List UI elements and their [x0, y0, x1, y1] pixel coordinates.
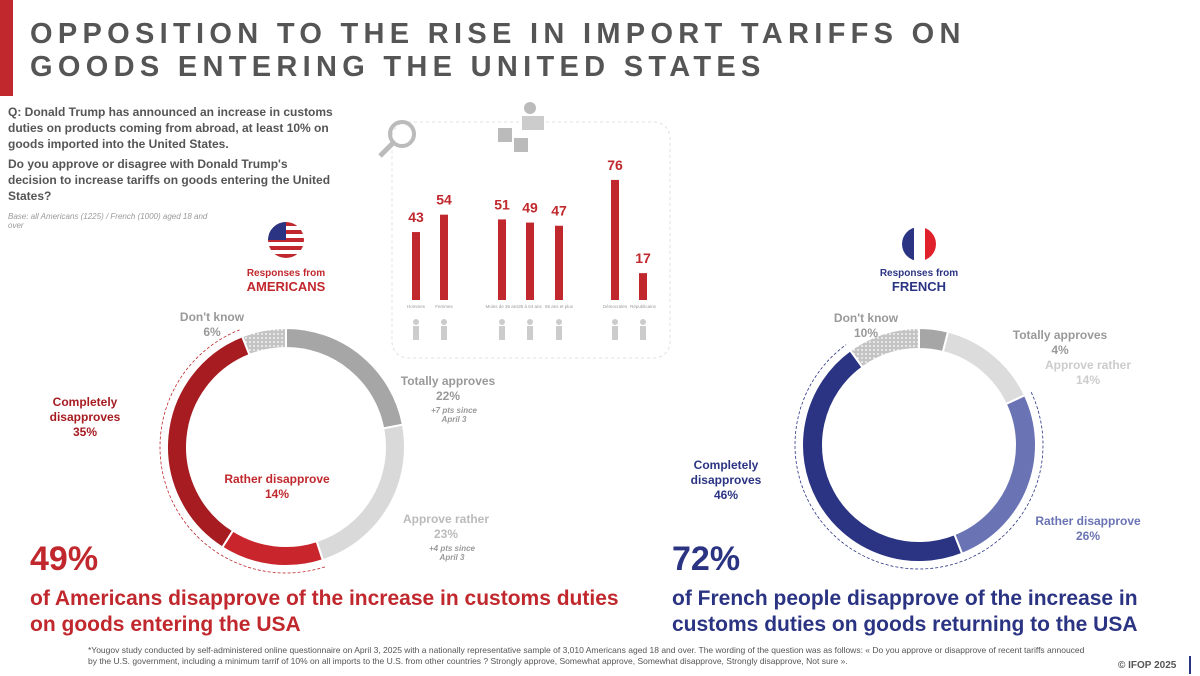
- person-icon: [527, 319, 533, 325]
- bar-value: 43: [408, 209, 424, 225]
- footnote: *Yougov study conducted by self-administ…: [88, 645, 1085, 666]
- bar-category: Hommes: [407, 304, 426, 309]
- slice-value: 35%: [72, 425, 98, 439]
- bar: [555, 225, 563, 300]
- accent-bar: [0, 0, 13, 96]
- magnifier-icon: [378, 120, 416, 158]
- responses-from: Responses from: [879, 268, 959, 279]
- person-icon: [612, 326, 618, 340]
- bar: [440, 214, 448, 300]
- slice-value: 22%: [435, 389, 461, 403]
- slice-value: 26%: [1075, 529, 1101, 543]
- slice-value: 14%: [1075, 373, 1101, 387]
- us-flag: [268, 222, 304, 258]
- bar-category: 35 à 64 ans: [518, 304, 542, 309]
- headline-figure: 72%: [672, 540, 741, 578]
- fr-flag: [902, 227, 936, 261]
- headline-text: of Americans disapprove of the increase …: [30, 587, 619, 636]
- person-icon: [556, 319, 562, 325]
- person-icon: [612, 319, 618, 325]
- bar: [611, 179, 619, 300]
- panel-title: AMERICANS: [246, 279, 326, 294]
- slice-label: Completely disapproves: [690, 458, 762, 487]
- person-icon: [499, 319, 505, 325]
- headline-figure: 49%: [30, 540, 99, 578]
- donut-slice: [220, 529, 325, 567]
- bar: [498, 219, 506, 300]
- slice-label: Totally approves: [1012, 328, 1108, 342]
- bar-value: 54: [436, 192, 452, 208]
- base-note: Base: all Americans (1225) / French (100…: [8, 212, 208, 230]
- person-icon: [413, 326, 419, 340]
- question: Q: Donald Trump has announced an increas…: [8, 105, 333, 151]
- bar: [526, 222, 534, 300]
- panel-title: FRENCH: [891, 279, 947, 294]
- slice-note: +4 pts since April 3: [428, 544, 476, 562]
- bar-value: 76: [607, 157, 623, 173]
- donut-slice: [848, 326, 920, 369]
- person-icon: [413, 319, 419, 325]
- slice-label: Completely disapproves: [49, 395, 121, 424]
- slice-label: Rather disapprove: [1035, 514, 1141, 528]
- slice-value: 4%: [1051, 343, 1069, 357]
- slice-label: Don't know: [179, 310, 245, 324]
- bar-category: Républicains: [630, 304, 657, 309]
- bar-value: 17: [635, 250, 651, 266]
- bar-value: 47: [551, 203, 567, 219]
- title: GOODS ENTERING THE UNITED STATES: [30, 51, 766, 83]
- bar-category: Démocrates: [603, 304, 628, 309]
- bar-value: 49: [522, 200, 538, 216]
- donut-slice: [240, 326, 287, 357]
- person-icon: [527, 326, 533, 340]
- trade-icon: [498, 102, 544, 152]
- copyright: © IFOP 2025: [1118, 660, 1177, 671]
- slice-note: +7 pts since April 3: [430, 406, 478, 424]
- bar: [412, 232, 420, 300]
- slice-label: Totally approves: [400, 374, 496, 388]
- headline-text: of French people disapprove of the incre…: [672, 587, 1138, 636]
- dashed-arc: [794, 344, 1044, 570]
- person-icon: [640, 319, 646, 325]
- bar-value: 51: [494, 196, 510, 212]
- slice-label: Approve rather: [1044, 358, 1132, 372]
- slice-value: 46%: [713, 488, 739, 502]
- title: OPPOSITION TO THE RISE IN IMPORT TARIFFS…: [30, 18, 966, 50]
- bar-category: Femmes: [435, 304, 453, 309]
- question: Do you approve or disagree with Donald T…: [8, 157, 331, 203]
- bar: [639, 273, 647, 300]
- slice-label: Rather disapprove: [224, 472, 330, 486]
- slice-label: Approve rather: [402, 512, 490, 526]
- slice-label: Don't know: [833, 311, 899, 325]
- slice-value: 23%: [433, 527, 459, 541]
- slice-value: 10%: [853, 326, 879, 340]
- person-icon: [499, 326, 505, 340]
- person-icon: [441, 326, 447, 340]
- person-icon: [556, 326, 562, 340]
- person-icon: [640, 326, 646, 340]
- person-icon: [441, 319, 447, 325]
- bar-category: Moins de 35 ans: [485, 304, 519, 309]
- donut-slice: [166, 335, 251, 549]
- donut-slice: [801, 348, 964, 563]
- bar-category: 65 ans et plus: [545, 304, 574, 309]
- slice-value: 6%: [203, 325, 221, 339]
- responses-from: Responses from: [246, 268, 326, 279]
- slice-value: 14%: [264, 487, 290, 501]
